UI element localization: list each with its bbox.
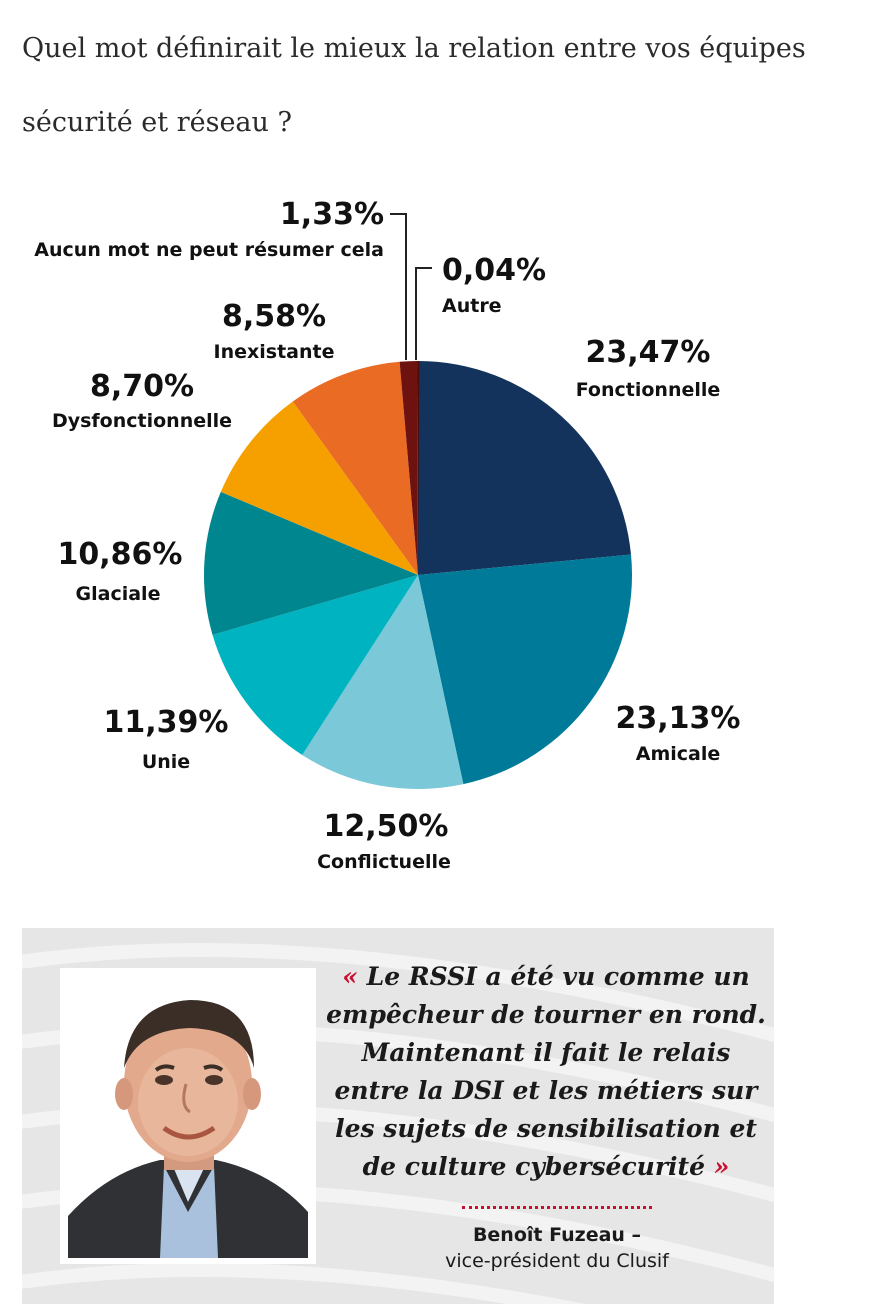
value-label-conflictuelle: 12,50% — [324, 809, 449, 844]
quote-open-mark: « — [342, 962, 358, 991]
value-label-dysfonctionnelle: 8,70% — [90, 369, 194, 404]
quote-body: Le RSSI a été vu comme un empêcheur de t… — [326, 962, 766, 1181]
pie-chart: 23,47% Fonctionnelle 23,13% Amicale 12,50% Co… — [34, 197, 741, 873]
category-label-autre: Autre — [442, 295, 502, 317]
quote-close-mark: » — [713, 1152, 730, 1181]
leader-line-aucun-mot — [390, 213, 407, 360]
value-label-unie: 11,39% — [104, 705, 229, 740]
pie-slice-unie — [212, 575, 418, 755]
leader-line-autre — [415, 267, 432, 360]
category-label-dysfonctionnelle: Dysfonctionnelle — [52, 410, 232, 432]
portrait-image — [68, 976, 308, 1258]
pie-slice-inexistante — [292, 361, 418, 575]
quote-box: « Le RSSI a été vu comme un empêcheur de… — [22, 928, 774, 1304]
value-label-fonctionnelle: 23,47% — [586, 335, 711, 370]
pie-slice-amicale — [418, 554, 632, 785]
pie-slice-fonctionnelle — [418, 361, 632, 575]
value-label-inexistante: 8,58% — [222, 299, 326, 334]
category-label-aucun-mot-ne-peut-resumer-cela: Aucun mot ne peut résumer cela — [34, 239, 384, 261]
pie-slice-dysfonctionnelle — [220, 401, 418, 575]
author-photo — [60, 968, 316, 1264]
author-title: vice-président du Clusif — [445, 1250, 669, 1272]
value-label-autre: 0,04% — [442, 253, 546, 288]
value-label-aucun-mot-ne-peut-resumer-cela: 1,33% — [280, 197, 384, 232]
value-label-amicale: 23,13% — [616, 701, 741, 736]
category-label-inexistante: Inexistante — [214, 341, 335, 363]
category-label-amicale: Amicale — [636, 743, 721, 765]
pie-slice-glaciale — [203, 491, 418, 635]
quote-text: « Le RSSI a été vu comme un empêcheur de… — [322, 958, 770, 1186]
pie-slice-aucun-mot-ne-peut-resumer-cela — [399, 361, 418, 575]
question-text: Quel mot définirait le mieux la relation… — [22, 33, 806, 138]
category-label-unie: Unie — [142, 751, 190, 773]
pie-slice-autre — [417, 360, 420, 575]
dotted-divider — [462, 1206, 652, 1209]
value-label-glaciale: 10,86% — [58, 537, 183, 572]
category-label-conflictuelle: Conflictuelle — [317, 851, 451, 873]
category-label-fonctionnelle: Fonctionnelle — [576, 379, 721, 401]
pie-slice-conflictuelle — [302, 575, 464, 790]
category-label-glaciale: Glaciale — [76, 583, 161, 605]
author-name: Benoît Fuzeau – — [472, 1224, 642, 1246]
